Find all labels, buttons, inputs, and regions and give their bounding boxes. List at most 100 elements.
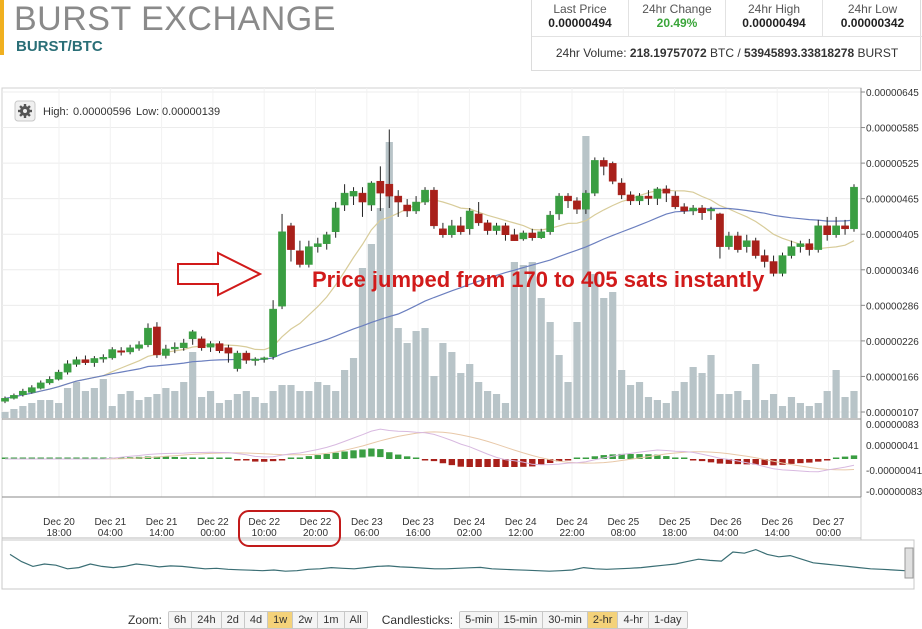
- candlesticks-label: Candlesticks:: [381, 613, 454, 627]
- macd-histogram-bar: [234, 459, 241, 461]
- candle: [90, 356, 99, 367]
- zoom-all-button[interactable]: All: [344, 612, 367, 628]
- stat-value: 0.00000494: [742, 16, 806, 30]
- zoom-24h-button[interactable]: 24h: [192, 612, 222, 628]
- macd-histogram-bar: [850, 455, 858, 459]
- volume-bar: [689, 367, 697, 418]
- macd-histogram-bar: [359, 449, 366, 458]
- candle-interval-30min-button[interactable]: 30-min: [543, 612, 588, 628]
- volume-bar: [761, 400, 769, 418]
- candle-interval-1day-button[interactable]: 1-day: [649, 612, 687, 628]
- candle: [832, 216, 840, 238]
- macd-histogram-bar: [323, 453, 330, 459]
- brand-accent-bar: [0, 0, 4, 55]
- volume-bar: [850, 391, 858, 418]
- candle: [555, 193, 563, 220]
- candle: [537, 228, 546, 239]
- navigator-overview[interactable]: [1, 539, 915, 590]
- macd-histogram-bar: [73, 457, 80, 459]
- candle: [197, 336, 206, 351]
- candle: [63, 360, 72, 375]
- macd-histogram-bar: [555, 459, 563, 462]
- candle: [135, 341, 143, 351]
- volume-bar: [126, 391, 134, 418]
- candle-interval-4hr-button[interactable]: 4-hr: [618, 612, 650, 628]
- chart-settings-button[interactable]: [14, 100, 36, 122]
- signal-line: [5, 431, 855, 471]
- zoom-label: Zoom:: [128, 613, 163, 627]
- volume-bar: [162, 388, 170, 418]
- candle: [796, 240, 805, 253]
- volume-bar: [805, 406, 813, 418]
- candle: [573, 197, 581, 214]
- candle: [430, 187, 438, 229]
- candle: [81, 355, 90, 366]
- candle: [358, 187, 367, 217]
- volume-bar: [376, 208, 384, 418]
- candle: [564, 193, 572, 208]
- x-tick-date: Dec 21: [146, 517, 178, 528]
- macd-histogram-bar: [636, 454, 643, 459]
- volume-bar: [609, 292, 617, 418]
- candle: [671, 191, 680, 210]
- zoom-1m-button[interactable]: 1m: [318, 612, 345, 628]
- macd-histogram-bar: [457, 459, 464, 467]
- volume-bar: [99, 379, 107, 418]
- macd-histogram-bar: [582, 457, 590, 459]
- volume-bar: [564, 382, 572, 418]
- candle: [653, 187, 662, 206]
- volume-bar: [492, 394, 501, 418]
- candle: [206, 341, 215, 352]
- zoom-6h-button[interactable]: 6h: [169, 612, 193, 628]
- volume-bar: [573, 322, 581, 418]
- candle: [769, 255, 778, 277]
- navigator-drag-handle[interactable]: [904, 547, 914, 579]
- volume-bar: [725, 394, 733, 418]
- volume-bar: [600, 298, 608, 418]
- macd-histogram-bar: [421, 459, 429, 461]
- candle-interval-2hr-button[interactable]: 2-hr: [587, 612, 619, 628]
- candle: [367, 181, 376, 211]
- volume-bar: [591, 274, 599, 418]
- candle: [501, 222, 510, 241]
- volume-bar: [72, 382, 81, 418]
- zoom-2w-button[interactable]: 2w: [293, 612, 319, 628]
- navigator-frame: [1, 539, 915, 590]
- x-tick-date: Dec 26: [710, 517, 742, 528]
- volume-bar: [743, 400, 751, 418]
- x-tick-time: 06:00: [354, 528, 379, 539]
- candle: [162, 344, 170, 359]
- navigator-series-line: [9, 548, 906, 572]
- candle: [689, 205, 697, 216]
- candle-interval-5min-button[interactable]: 5-min: [460, 612, 499, 628]
- zoom-1w-button[interactable]: 1w: [268, 612, 294, 628]
- price-tick-label: 0.00000405: [866, 230, 919, 241]
- candle: [349, 187, 358, 206]
- macd-histogram-bar: [171, 456, 178, 459]
- zoom-4d-button[interactable]: 4d: [244, 612, 269, 628]
- x-tick-date: Dec 25: [659, 517, 691, 528]
- price-chart[interactable]: 0.00000645 0.00000585 0.00000525 0.00000465…: [0, 85, 922, 605]
- macd-histogram-bar: [82, 457, 89, 459]
- candle: [841, 219, 849, 235]
- price-tick-label: 0.00000346: [866, 266, 919, 277]
- candle: [340, 184, 349, 211]
- macd-histogram-bar: [788, 459, 795, 464]
- candle-interval-15min-button[interactable]: 15-min: [498, 612, 544, 628]
- volume-bar: [475, 382, 483, 418]
- macd-histogram-bar: [448, 459, 456, 466]
- volume-burst-unit: BURST: [857, 46, 899, 60]
- candle: [590, 157, 599, 197]
- exchange-title: BURST EXCHANGE: [14, 0, 336, 38]
- macd-histogram-bar: [305, 456, 313, 459]
- candle: [188, 329, 197, 345]
- macd-histogram-bar: [46, 457, 53, 459]
- macd-histogram-bar: [37, 457, 44, 459]
- candle: [36, 380, 45, 390]
- volume-bar: [537, 298, 545, 418]
- zoom-2d-button[interactable]: 2d: [221, 612, 245, 628]
- candle: [644, 190, 653, 206]
- candle: [19, 388, 27, 397]
- candle: [519, 230, 528, 241]
- volume-btc-value: 218.19757072: [629, 46, 707, 60]
